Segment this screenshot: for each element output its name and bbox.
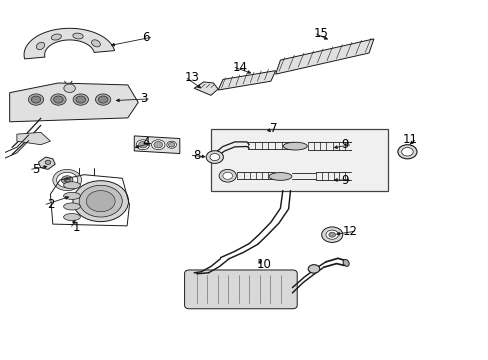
- Circle shape: [66, 179, 70, 182]
- Circle shape: [64, 179, 68, 182]
- Ellipse shape: [343, 260, 348, 266]
- Text: 7: 7: [269, 122, 276, 135]
- Circle shape: [321, 227, 342, 242]
- Circle shape: [66, 179, 70, 181]
- Polygon shape: [17, 132, 50, 145]
- Circle shape: [61, 176, 73, 184]
- Circle shape: [45, 160, 51, 165]
- Circle shape: [223, 172, 232, 179]
- Ellipse shape: [63, 203, 80, 210]
- Circle shape: [166, 141, 176, 148]
- Text: 1: 1: [73, 221, 81, 234]
- Circle shape: [76, 96, 85, 103]
- Circle shape: [54, 96, 63, 103]
- Circle shape: [401, 148, 412, 156]
- Text: 13: 13: [184, 71, 199, 84]
- Text: 5: 5: [32, 163, 40, 176]
- Circle shape: [64, 178, 68, 181]
- Circle shape: [57, 172, 78, 188]
- Circle shape: [98, 96, 108, 103]
- Polygon shape: [218, 71, 275, 90]
- Circle shape: [66, 178, 70, 181]
- Circle shape: [151, 140, 164, 150]
- Circle shape: [65, 178, 69, 180]
- Ellipse shape: [91, 40, 100, 47]
- Text: 14: 14: [232, 60, 247, 73]
- Text: 10: 10: [256, 258, 270, 271]
- Circle shape: [136, 140, 149, 150]
- Circle shape: [138, 141, 147, 148]
- Circle shape: [64, 84, 75, 93]
- Text: 3: 3: [140, 93, 147, 105]
- Circle shape: [328, 232, 335, 237]
- Circle shape: [53, 170, 81, 190]
- Circle shape: [206, 151, 223, 163]
- Polygon shape: [39, 157, 55, 170]
- Circle shape: [73, 94, 88, 105]
- Ellipse shape: [283, 142, 306, 150]
- Circle shape: [307, 265, 319, 273]
- Text: 6: 6: [142, 31, 150, 44]
- Ellipse shape: [73, 33, 83, 39]
- Circle shape: [86, 190, 115, 212]
- Circle shape: [168, 143, 174, 147]
- Circle shape: [79, 185, 122, 217]
- Circle shape: [51, 94, 66, 105]
- Polygon shape: [194, 82, 218, 95]
- Circle shape: [154, 141, 163, 148]
- Polygon shape: [134, 136, 180, 154]
- Polygon shape: [275, 39, 373, 74]
- Ellipse shape: [51, 34, 61, 40]
- Circle shape: [397, 145, 416, 159]
- Ellipse shape: [268, 172, 291, 180]
- Polygon shape: [10, 83, 138, 122]
- Text: 9: 9: [341, 174, 348, 186]
- Circle shape: [95, 94, 111, 105]
- Ellipse shape: [36, 42, 44, 50]
- Circle shape: [65, 180, 69, 182]
- Circle shape: [31, 96, 41, 103]
- Circle shape: [219, 170, 236, 182]
- Ellipse shape: [63, 192, 80, 199]
- Polygon shape: [24, 28, 114, 59]
- Ellipse shape: [63, 213, 80, 221]
- Ellipse shape: [63, 182, 80, 189]
- Circle shape: [73, 181, 128, 222]
- Circle shape: [64, 179, 68, 181]
- Text: 4: 4: [142, 136, 150, 149]
- Text: 9: 9: [341, 138, 348, 151]
- Text: 11: 11: [402, 133, 416, 146]
- Text: 2: 2: [46, 198, 54, 211]
- Text: 15: 15: [313, 27, 328, 40]
- Circle shape: [325, 230, 338, 239]
- Circle shape: [28, 94, 43, 105]
- Text: 12: 12: [342, 225, 357, 238]
- FancyBboxPatch shape: [184, 270, 297, 309]
- Circle shape: [209, 154, 219, 161]
- Text: 8: 8: [192, 149, 200, 162]
- FancyBboxPatch shape: [210, 129, 387, 190]
